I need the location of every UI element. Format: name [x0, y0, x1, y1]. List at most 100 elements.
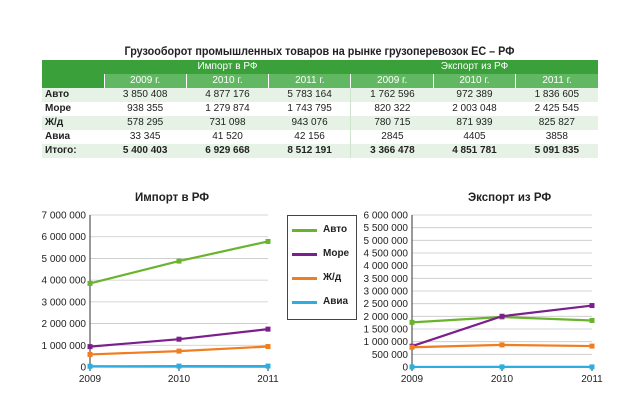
table-row: Итого: 5 400 403 6 929 668 8 512 191 3 366 4… — [42, 144, 598, 158]
table-cell: 5 783 164 — [268, 88, 351, 102]
data-point — [87, 363, 93, 369]
data-point — [87, 351, 93, 357]
table-cell: 1 279 874 — [186, 102, 269, 116]
y-tick-label: 2 000 000 — [364, 312, 409, 323]
table-cell: 2 425 545 — [515, 102, 598, 116]
year-header: 2011 г. — [515, 74, 598, 88]
data-point — [265, 238, 271, 244]
table-cell: 2 003 048 — [433, 102, 516, 116]
data-point — [589, 303, 595, 309]
table-cell: 731 098 — [186, 116, 269, 130]
legend-swatch — [292, 253, 317, 256]
y-tick-label: 1 000 000 — [42, 341, 87, 352]
table-cell: 4 877 176 — [186, 88, 269, 102]
legend-label: Ж/д — [323, 272, 342, 283]
y-tick-label: 6 000 000 — [364, 211, 409, 222]
data-point — [499, 364, 505, 370]
y-tick-label: 7 000 000 — [42, 211, 87, 222]
row-label: Ж/д — [42, 116, 104, 130]
x-tick-label: 2009 — [79, 374, 102, 385]
legend-item: Авто — [292, 222, 354, 238]
table-row: Море 938 355 1 279 874 1 743 795 820 322 2 00… — [42, 102, 598, 116]
group-header-export: Экспорт из РФ — [350, 60, 598, 74]
table-cell: 6 929 668 — [186, 144, 269, 158]
legend-swatch — [292, 229, 317, 232]
data-point — [87, 344, 93, 350]
data-point — [409, 364, 415, 370]
y-tick-label: 0 — [402, 363, 408, 374]
y-tick-label: 500 000 — [372, 350, 409, 361]
table-cell: 42 156 — [268, 130, 351, 144]
data-point — [409, 344, 415, 350]
row-label: Авто — [42, 88, 104, 102]
table-cell: 8 512 191 — [268, 144, 351, 158]
table-cell: 972 389 — [433, 88, 516, 102]
y-tick-label: 5 000 000 — [364, 236, 409, 247]
data-point — [589, 317, 595, 323]
table-row: Авиа 33 345 41 520 42 156 2845 4405 3858 — [42, 130, 598, 144]
data-point — [499, 313, 505, 319]
table-cell: 41 520 — [186, 130, 269, 144]
legend-item: Море — [292, 246, 354, 262]
data-point — [589, 364, 595, 370]
legend-label: Море — [323, 248, 350, 259]
table-cell: 578 295 — [104, 116, 187, 130]
x-tick-label: 2010 — [491, 374, 514, 385]
y-tick-label: 3 500 000 — [364, 274, 409, 285]
legend-item: Авиа — [292, 294, 354, 310]
series-line-Море — [411, 304, 593, 348]
x-tick-label: 2009 — [401, 374, 424, 385]
legend-swatch — [292, 277, 317, 280]
table-cell: 825 827 — [515, 116, 598, 130]
data-table: Импорт в РФ Экспорт из РФ 2009 г. 2010 г… — [42, 60, 598, 158]
import-chart-title: Импорт в РФ — [135, 192, 210, 204]
legend-label: Авиа — [323, 296, 349, 307]
table-cell: 2845 — [350, 130, 434, 144]
table-cell: 5 400 403 — [104, 144, 187, 158]
data-point — [265, 326, 271, 332]
y-tick-label: 1 000 000 — [364, 337, 409, 348]
table-cell: 780 715 — [350, 116, 434, 130]
data-point — [176, 258, 182, 264]
table-row: Авто 3 850 408 4 877 176 5 783 164 1 762 596… — [42, 88, 598, 102]
table-cell: 5 091 835 — [515, 144, 598, 158]
y-tick-label: 5 500 000 — [364, 223, 409, 234]
chart-legend: Авто Море Ж/д Авиа — [287, 215, 357, 320]
y-tick-label: 1 500 000 — [364, 325, 409, 336]
table-group-header-row: Импорт в РФ Экспорт из РФ — [42, 60, 598, 74]
legend-item: Ж/д — [292, 270, 354, 286]
table-cell: 1 762 596 — [350, 88, 434, 102]
table-cell: 871 939 — [433, 116, 516, 130]
table-cell: 33 345 — [104, 130, 187, 144]
data-point — [176, 363, 182, 369]
y-tick-label: 6 000 000 — [42, 232, 87, 243]
data-point — [265, 363, 271, 369]
table-cell: 3858 — [515, 130, 598, 144]
row-label: Море — [42, 102, 104, 116]
data-point — [499, 342, 505, 348]
table-cell: 4405 — [433, 130, 516, 144]
y-tick-label: 4 000 000 — [364, 261, 409, 272]
table-cell: 1 836 605 — [515, 88, 598, 102]
legend-swatch — [292, 301, 317, 304]
table-corner-2 — [42, 74, 104, 88]
y-tick-label: 0 — [80, 363, 86, 374]
data-point — [176, 336, 182, 342]
x-tick-label: 2011 — [581, 374, 603, 385]
table-year-header-row: 2009 г. 2010 г. 2011 г. 2009 г. 2010 г. … — [42, 74, 598, 88]
row-label: Авиа — [42, 130, 104, 144]
data-point — [409, 319, 415, 325]
legend-label: Авто — [323, 224, 348, 235]
table-cell: 1 743 795 — [268, 102, 351, 116]
y-tick-label: 4 000 000 — [42, 276, 87, 287]
table-corner — [42, 60, 104, 74]
year-header: 2009 г. — [103, 74, 187, 88]
table-row: Ж/д 578 295 731 098 943 076 780 715 871 939 82… — [42, 116, 598, 130]
page-title: Грузооборот промышленных товаров на рынк… — [124, 44, 515, 58]
data-point — [265, 344, 271, 350]
group-header-import: Импорт в РФ — [104, 60, 351, 74]
year-header: 2011 г. — [268, 74, 351, 88]
year-header: 2010 г. — [432, 74, 516, 88]
